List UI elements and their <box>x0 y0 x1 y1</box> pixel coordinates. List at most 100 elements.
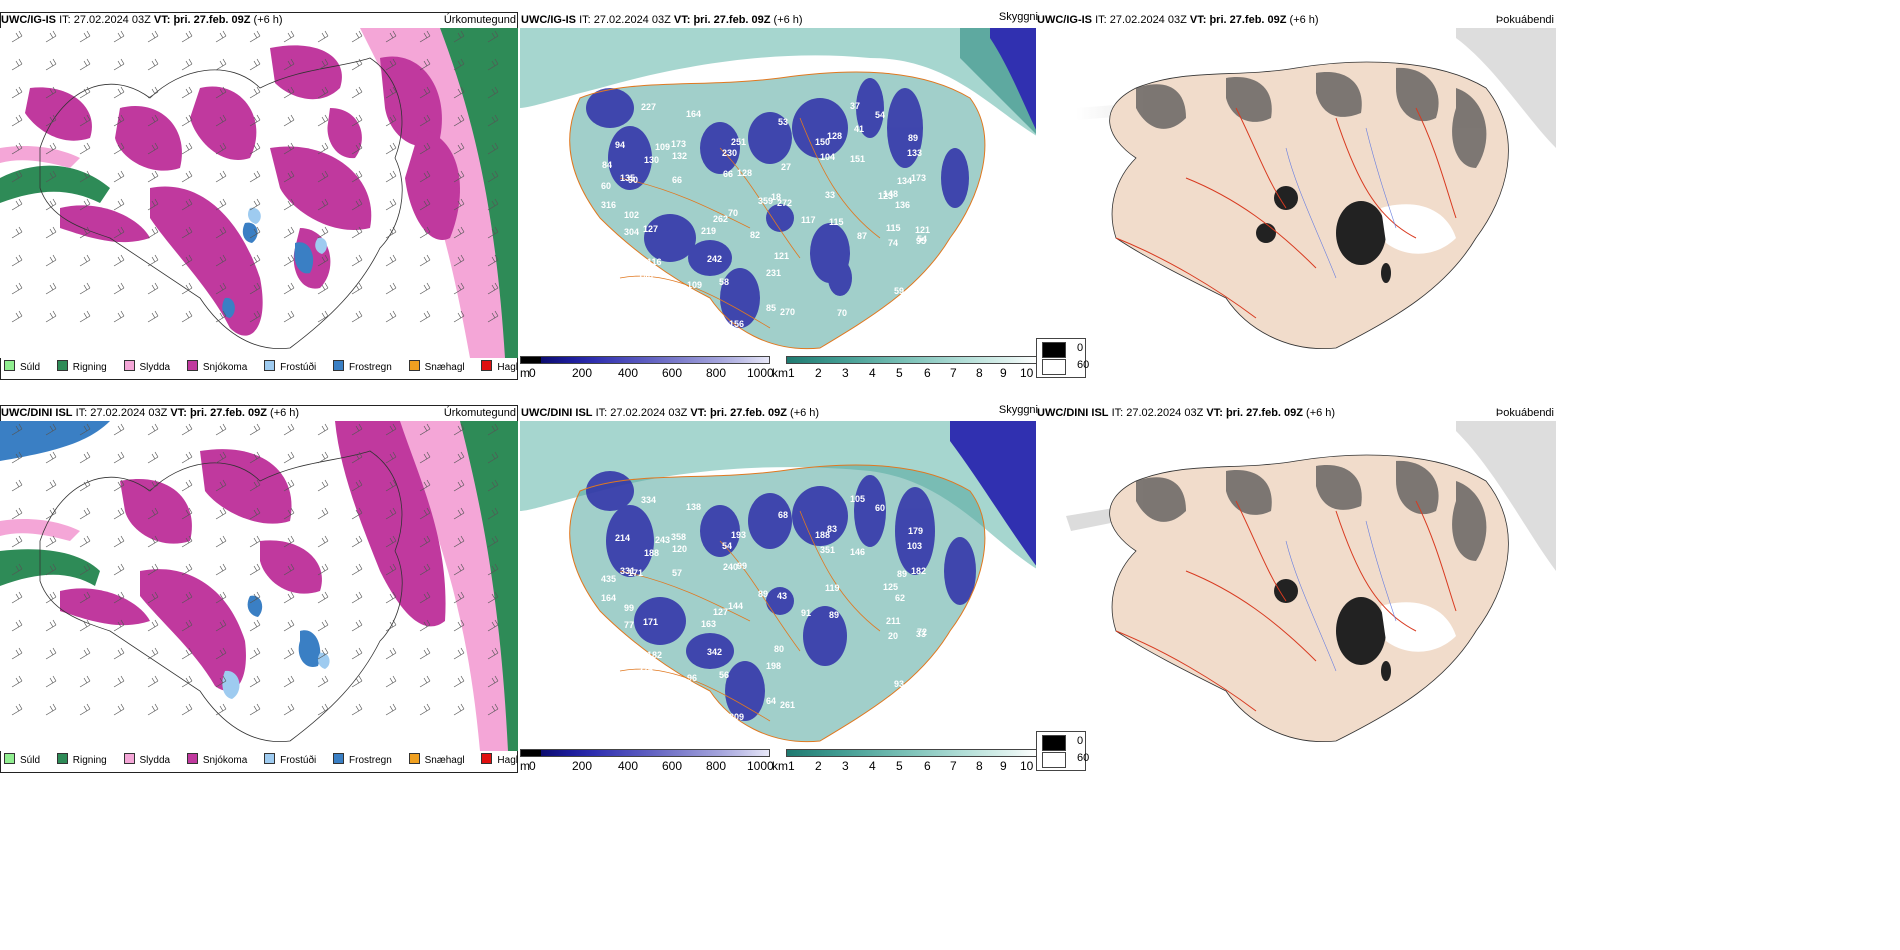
cloud-base-label: 261 <box>780 700 795 710</box>
tick-label: 7 <box>950 759 957 773</box>
wind-barb <box>249 619 261 632</box>
wind-barb <box>79 254 91 267</box>
wind-barb <box>45 198 57 211</box>
wind-barb <box>419 310 431 323</box>
wind-barb <box>79 58 91 71</box>
wind-barb <box>419 563 431 576</box>
cloud-base-label: 133 <box>907 148 922 158</box>
wind-barb <box>385 226 397 239</box>
it-label: IT: <box>1095 14 1107 26</box>
legend-label: Frostúði <box>280 362 317 373</box>
cloud-base-label: 66 <box>723 169 733 179</box>
wind-barb <box>351 563 363 576</box>
model-name: UWC/IG-IS <box>1037 14 1092 26</box>
wind-barb <box>385 423 397 436</box>
wind-barb <box>351 86 363 99</box>
cloud-base-label: 240 <box>723 562 738 572</box>
cloud-base-label: 135 <box>620 173 635 183</box>
lead-time: (+6 h) <box>773 14 803 26</box>
wind-barb <box>79 30 91 43</box>
wind-barb <box>453 58 465 71</box>
wind-barb <box>181 114 193 127</box>
wind-barb <box>113 114 125 127</box>
vt-value: þri. 27.feb. 09Z <box>1209 14 1287 26</box>
wind-barb <box>147 86 159 99</box>
wind-barb <box>113 451 125 464</box>
cloud-base-label: 188 <box>815 530 830 540</box>
wind-barb <box>351 58 363 71</box>
wind-barb <box>283 451 295 464</box>
wind-barb <box>45 30 57 43</box>
wind-barb <box>351 535 363 548</box>
vt-label: VT: <box>153 14 171 26</box>
tick-label: 400 <box>618 366 639 380</box>
cloud-base-label: 173 <box>911 173 926 183</box>
ceiling-colorbar-bar <box>520 356 770 364</box>
vt-value: þri. 27.feb. 09Z <box>693 14 771 26</box>
wind-barb <box>317 451 329 464</box>
tick-label: 9 <box>1000 759 1007 773</box>
wind-barb <box>317 703 329 716</box>
wind-barb <box>419 254 431 267</box>
wind-barb <box>249 282 261 295</box>
cloud-base-label: 115 <box>886 223 901 233</box>
wind-barb <box>45 479 57 492</box>
wind-barb <box>317 226 329 239</box>
cloud-base-label: 64 <box>766 696 776 706</box>
legend-label: Rigning <box>72 755 107 766</box>
wind-barb <box>283 563 295 576</box>
wind-barb <box>317 563 329 576</box>
tick-label: 5 <box>896 366 903 380</box>
model-name: UWC/IG-IS <box>1 14 56 26</box>
legend-label: Súld <box>20 755 41 766</box>
wind-barb <box>385 30 397 43</box>
cloud-base-label: 163 <box>701 619 716 629</box>
wind-barb <box>317 647 329 660</box>
wind-barb <box>113 282 125 295</box>
cloud-base-label: 93 <box>894 679 904 689</box>
wind-barb <box>419 423 431 436</box>
cloud-base-label: 91 <box>926 679 936 689</box>
precip-legend: Súld Rigning Slydda Snjókoma Frostúði Fr… <box>4 360 518 373</box>
wind-barb <box>453 86 465 99</box>
wind-barb <box>487 451 499 464</box>
cloud-base-label: 342 <box>707 647 722 657</box>
cloud-base-label: 91 <box>801 608 811 618</box>
wind-barb <box>487 535 499 548</box>
wind-barb <box>317 591 329 604</box>
wind-barb <box>147 30 159 43</box>
vt-value: þri. 27.feb. 09Z <box>189 407 267 419</box>
wind-barb <box>351 507 363 520</box>
legend-label: Snjókoma <box>202 362 248 373</box>
tick-label: 600 <box>662 366 683 380</box>
wind-barb <box>113 226 125 239</box>
model-name: UWC/DINI ISL <box>1037 407 1109 419</box>
cloud-base-label: 99 <box>624 603 634 613</box>
wind-barb <box>147 563 159 576</box>
wind-barb <box>11 30 23 43</box>
cloud-base-label: 138 <box>624 644 639 654</box>
legend-item-rigning: Rigning <box>56 360 107 373</box>
legend-label: Haglél <box>497 755 518 766</box>
wind-barb <box>317 170 329 183</box>
wind-barb <box>351 451 363 464</box>
cloud-base-label: 304 <box>624 227 639 237</box>
wind-barb <box>215 226 227 239</box>
legend-swatch <box>4 360 15 371</box>
wind-barb <box>453 591 465 604</box>
cloud-base-label: 435 <box>601 574 616 584</box>
cloud-base-label: 60 <box>601 181 611 191</box>
legend-label: Snæhagl <box>424 755 465 766</box>
wind-barb <box>419 591 431 604</box>
wind-barb <box>45 591 57 604</box>
wind-barb <box>11 591 23 604</box>
wind-barb <box>385 675 397 688</box>
legend-item-haglel: Haglél <box>481 753 518 766</box>
cloud-base-label: 188 <box>644 548 659 558</box>
vt-value: þri. 27.feb. 09Z <box>173 14 251 26</box>
wind-barb <box>249 142 261 155</box>
wind-barb <box>283 479 295 492</box>
cloud-base-label: 116 <box>647 257 662 267</box>
fog-legend: 0 60 <box>1036 731 1089 771</box>
legend-item-snjokoma: Snjókoma <box>186 360 248 373</box>
